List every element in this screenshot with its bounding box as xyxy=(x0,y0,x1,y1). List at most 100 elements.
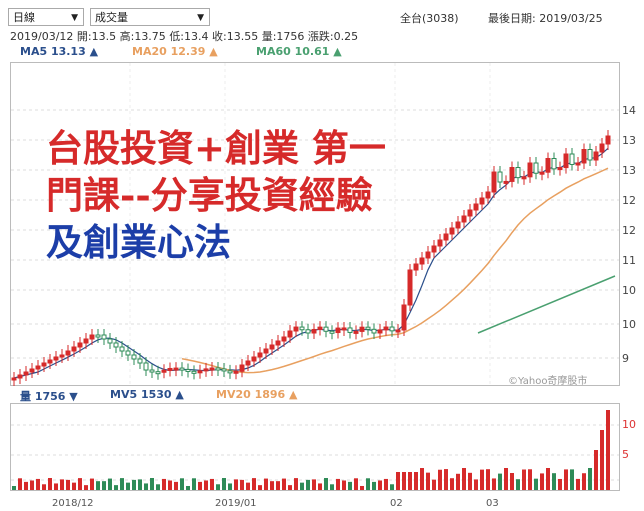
volume-bar xyxy=(342,480,346,490)
candle-body xyxy=(29,368,35,373)
candle-body xyxy=(593,151,599,161)
volume-bar xyxy=(528,469,532,490)
volume-bar xyxy=(414,472,418,490)
y-tick: 14 xyxy=(622,104,636,117)
volume-bar xyxy=(180,478,184,490)
candle-body xyxy=(581,149,587,164)
ma20-line xyxy=(181,167,609,374)
volume-bar xyxy=(372,481,376,490)
volume-bar xyxy=(36,478,40,490)
y-tick: 9 xyxy=(622,352,629,365)
candle-body xyxy=(35,365,41,370)
volume-bar xyxy=(204,480,208,490)
candle-body xyxy=(425,251,431,259)
candle-body xyxy=(521,176,527,180)
candle-body xyxy=(515,167,521,179)
quote-date: 2019/03/12 xyxy=(10,30,74,43)
candle-body xyxy=(365,326,371,330)
volume-bar xyxy=(246,482,250,490)
candle-body xyxy=(461,215,467,223)
candle-body xyxy=(605,135,611,145)
volume-bar xyxy=(474,479,478,490)
volume-bar xyxy=(126,482,130,490)
volume-bar xyxy=(336,478,340,490)
quote-line: 2019/03/12 開:13.5 高:13.75 低:13.4 收:13.55… xyxy=(10,28,358,44)
volume-bar xyxy=(132,479,136,490)
candle-body xyxy=(587,149,593,161)
yahoo-watermark: ©Yahoo奇摩股市 xyxy=(508,376,588,387)
volume-bar xyxy=(60,479,64,490)
candle-body xyxy=(305,329,311,334)
candle-body xyxy=(179,367,185,371)
candle-body xyxy=(341,327,347,331)
candle-body xyxy=(467,209,473,217)
candle-body xyxy=(323,326,329,332)
candle-body xyxy=(227,370,233,374)
candle-body xyxy=(299,326,305,331)
volume-bar xyxy=(108,478,112,490)
candle-body xyxy=(407,269,413,306)
volume-bar xyxy=(552,473,556,490)
candle-body xyxy=(335,327,341,334)
volume-bar xyxy=(522,469,526,490)
volume-bar xyxy=(96,481,100,490)
candle-body xyxy=(551,158,557,170)
volume-bar xyxy=(306,479,310,490)
ma60-line xyxy=(477,275,616,334)
volume-bar xyxy=(228,483,232,490)
volume-bar xyxy=(384,478,388,490)
y-tick: 12 xyxy=(622,224,636,237)
candle-body xyxy=(59,354,65,358)
candle-body xyxy=(503,180,509,184)
volume-bar xyxy=(534,478,538,490)
candle-body xyxy=(275,340,281,346)
volume-bar xyxy=(576,478,580,490)
volume-bar xyxy=(258,485,262,490)
indicator-select[interactable]: 成交量 ▼ xyxy=(90,8,210,26)
volume-bar xyxy=(252,478,256,490)
candle-body xyxy=(509,167,515,182)
ma5-legend: MA5 13.13 ▲ xyxy=(20,45,99,58)
candle-body xyxy=(533,162,539,174)
candle-body xyxy=(125,350,131,356)
volume-bar xyxy=(84,485,88,490)
quote-change: 漲跌:0.25 xyxy=(307,30,359,43)
candle-body xyxy=(539,171,545,175)
volume-bar xyxy=(606,410,610,490)
mv5-legend: MV5 1530 ▲ xyxy=(110,388,184,401)
candle-body xyxy=(293,326,299,332)
volume-bar xyxy=(168,480,172,490)
volume-bar xyxy=(462,468,466,490)
volume-bar xyxy=(354,478,358,490)
candle-body xyxy=(359,326,365,332)
overlay-line-3: 及創業心法 xyxy=(46,220,231,264)
indicator-select-value: 成交量 xyxy=(95,11,128,24)
candle-body xyxy=(443,233,449,241)
candle-body xyxy=(329,330,335,334)
volume-bar xyxy=(66,479,70,490)
candle-body xyxy=(575,162,581,166)
volume-bar xyxy=(408,472,412,490)
candle-body xyxy=(353,330,359,334)
volume-bar xyxy=(42,484,46,490)
volume-bar xyxy=(432,479,436,490)
candle-body xyxy=(47,359,53,364)
y-tick: 12 xyxy=(622,194,636,207)
volume-bar xyxy=(222,478,226,490)
volume-bar xyxy=(450,478,454,490)
stock-info: 全台(3038) xyxy=(400,12,459,25)
candle-body xyxy=(251,356,257,362)
overlay-line-2: 門課--分享投資經驗 xyxy=(46,173,373,217)
volume-bar xyxy=(588,468,592,490)
candle-body xyxy=(215,367,221,371)
quote-volume: 量:1756 xyxy=(261,30,305,43)
candle-body xyxy=(173,367,179,371)
volume-bar xyxy=(324,478,328,490)
volume-bar xyxy=(486,469,490,490)
candle-body xyxy=(209,367,215,371)
volume-bar xyxy=(366,478,370,490)
volume-bar xyxy=(90,478,94,490)
ma60-legend: MA60 10.61 ▲ xyxy=(256,45,342,58)
volume-bar xyxy=(570,469,574,490)
period-select[interactable]: 日線 ▼ xyxy=(8,8,84,26)
